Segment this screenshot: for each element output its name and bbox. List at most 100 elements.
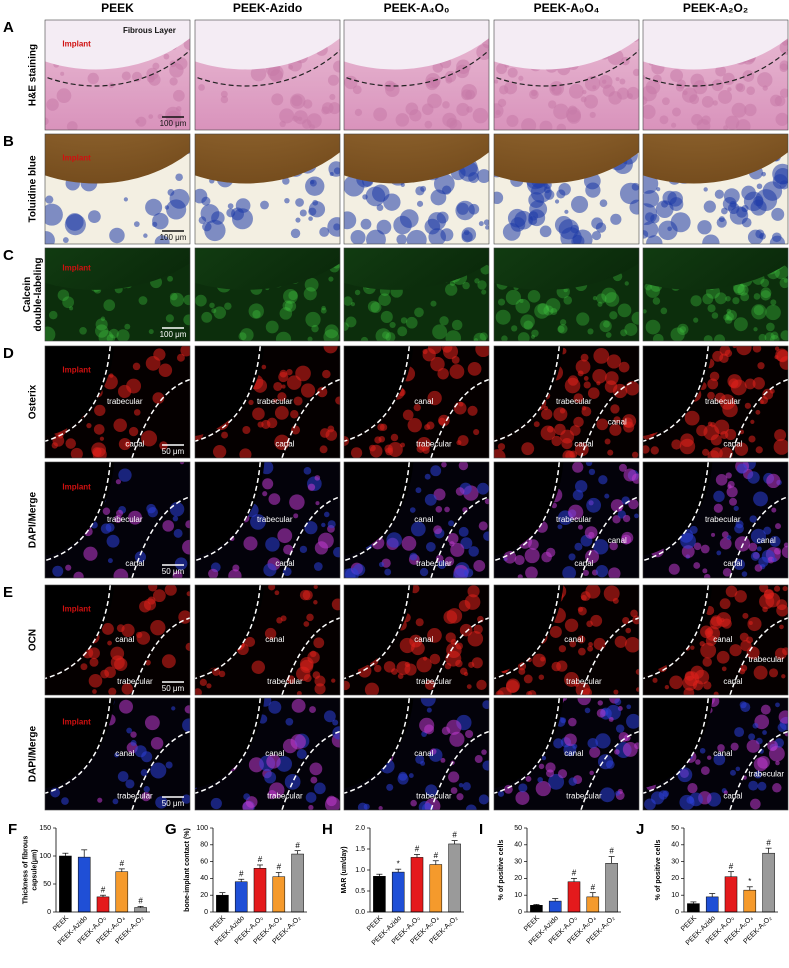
tissue: [534, 303, 550, 319]
tissue: [564, 209, 569, 214]
error-bar: [533, 904, 540, 906]
tissue: [466, 684, 472, 689]
tissue: [710, 434, 722, 446]
panel-frame: [44, 345, 191, 459]
tissue: [305, 176, 325, 196]
boundary: [195, 585, 261, 680]
tissue: [323, 710, 336, 723]
tissue: [770, 94, 782, 107]
tissue: [643, 309, 647, 314]
implant-label: Implant: [62, 264, 91, 273]
tissue: [731, 102, 747, 118]
tissue: [549, 625, 562, 638]
tissue: [608, 567, 621, 578]
tissue: [774, 429, 787, 442]
tissue: [476, 679, 487, 691]
tissue: [505, 289, 521, 305]
image-panel: [344, 585, 489, 695]
implant: [195, 248, 340, 290]
error-bar: [118, 868, 125, 872]
tissue: [732, 297, 740, 305]
tissue: [165, 314, 174, 323]
tissue: [453, 568, 468, 578]
tissue: [742, 612, 749, 619]
tissue: [329, 172, 334, 177]
implant: [195, 585, 265, 674]
region-label: canal: [414, 749, 433, 758]
tissue: [716, 550, 722, 556]
tissue: [384, 568, 392, 576]
tissue: [763, 589, 774, 600]
significance-marker: #: [415, 845, 420, 854]
tissue: [478, 794, 489, 805]
tissue: [721, 666, 727, 672]
tissue: [538, 674, 545, 680]
tissue: [776, 604, 788, 617]
bar: [216, 894, 229, 913]
tissue: [326, 795, 337, 807]
image-panel: [45, 346, 190, 458]
tissue: [420, 185, 427, 192]
tissue: [761, 171, 766, 177]
tissue: [288, 290, 298, 301]
tissue: [416, 444, 425, 453]
boundary: [281, 730, 340, 810]
row-label: OCN: [28, 629, 39, 651]
tissue: [593, 637, 606, 651]
tissue: [757, 362, 765, 370]
tissue: [670, 69, 684, 83]
tissue: [719, 446, 733, 458]
tissue: [167, 275, 173, 282]
implant: [643, 698, 713, 788]
tissue: [426, 421, 435, 430]
tissue: [730, 769, 736, 776]
y-tick-label: 30: [671, 858, 679, 865]
significance-marker: #: [452, 831, 457, 840]
tissue: [285, 717, 294, 726]
boundary: [494, 462, 560, 562]
tissue: [753, 491, 768, 507]
tissue: [461, 227, 477, 242]
tissue: [677, 767, 693, 783]
tissue: [496, 63, 508, 75]
tissue: [557, 524, 563, 530]
tissue: [468, 546, 479, 557]
region-label: canal: [574, 559, 593, 568]
tissue: [779, 624, 784, 630]
tissue: [748, 435, 756, 443]
tissue: [383, 193, 401, 211]
tissue: [729, 644, 742, 657]
tissue: [497, 443, 506, 451]
image-panel: [494, 462, 639, 578]
tissue: [152, 212, 169, 230]
tissue: [462, 782, 471, 791]
row-label: DAPI/Merge: [28, 726, 39, 783]
panel-letter: H: [322, 821, 333, 838]
implant-label: Implant: [62, 718, 91, 727]
image-panel: [494, 20, 639, 130]
implant: [344, 585, 414, 674]
image-panel: [344, 346, 489, 458]
tissue: [458, 599, 471, 612]
region-label: canal: [125, 440, 144, 449]
tissue: [445, 283, 458, 296]
tissue: [313, 562, 323, 571]
tissue: [333, 223, 340, 231]
tissue: [264, 771, 277, 784]
tissue: [753, 327, 758, 332]
boundary: [344, 346, 410, 442]
tissue: [46, 98, 59, 111]
tissue: [428, 346, 442, 355]
tissue: [375, 328, 392, 341]
tissue: [760, 704, 771, 715]
tissue: [282, 177, 290, 185]
tissue: [702, 657, 712, 667]
tissue: [100, 523, 112, 534]
implant: [643, 134, 788, 184]
tissue: [615, 790, 621, 796]
tissue: [769, 535, 781, 547]
tissue: [397, 326, 408, 337]
image-panel: [494, 134, 639, 244]
tissue: [327, 520, 336, 529]
tissue: [743, 191, 764, 212]
